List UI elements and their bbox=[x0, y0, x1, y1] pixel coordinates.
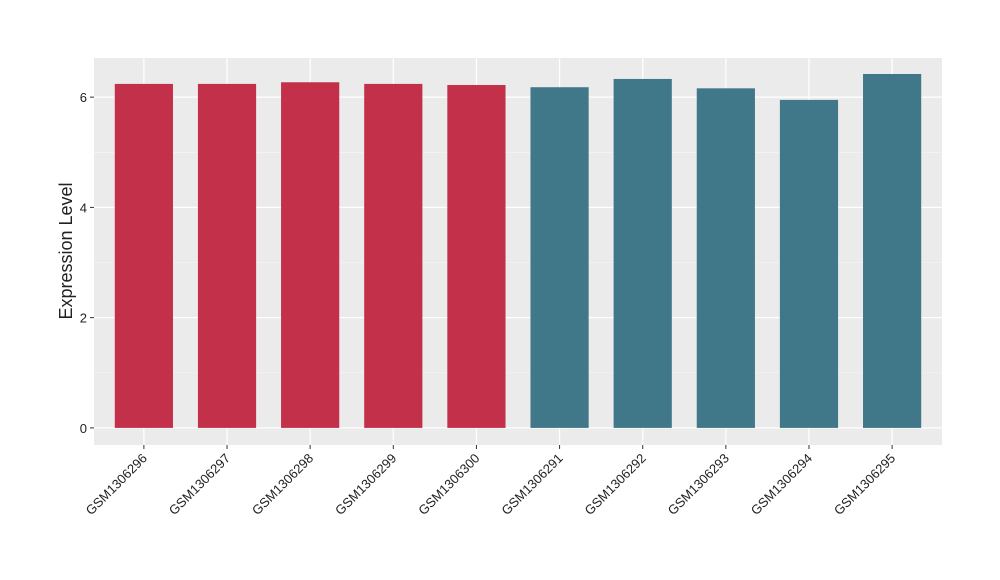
bar bbox=[863, 73, 922, 428]
bar bbox=[779, 99, 839, 428]
y-tick-label: 2 bbox=[80, 311, 87, 326]
bar bbox=[696, 88, 755, 428]
y-tick-label: 4 bbox=[80, 200, 87, 215]
bar bbox=[197, 83, 257, 428]
x-tick-label: GSM1306300 bbox=[415, 451, 482, 518]
x-tick-label: GSM1306292 bbox=[581, 451, 648, 518]
x-tick-label: GSM1306296 bbox=[83, 451, 150, 518]
bar bbox=[114, 83, 173, 428]
x-tick-label: GSM1306295 bbox=[831, 451, 898, 518]
x-tick-label: GSM1306291 bbox=[498, 451, 565, 518]
y-tick-label: 6 bbox=[80, 90, 87, 105]
bar bbox=[447, 85, 506, 428]
y-tick-label: 0 bbox=[80, 421, 87, 436]
y-axis-label: Expression Level bbox=[56, 182, 76, 319]
x-tick-label: GSM1306299 bbox=[332, 451, 399, 518]
x-tick-label: GSM1306298 bbox=[249, 451, 316, 518]
bar bbox=[530, 87, 589, 428]
bar bbox=[281, 82, 340, 428]
x-tick-label: GSM1306294 bbox=[748, 451, 815, 518]
bar bbox=[613, 78, 672, 428]
bar bbox=[364, 83, 423, 428]
x-tick-label: GSM1306293 bbox=[665, 451, 732, 518]
x-tick-label: GSM1306297 bbox=[166, 451, 233, 518]
